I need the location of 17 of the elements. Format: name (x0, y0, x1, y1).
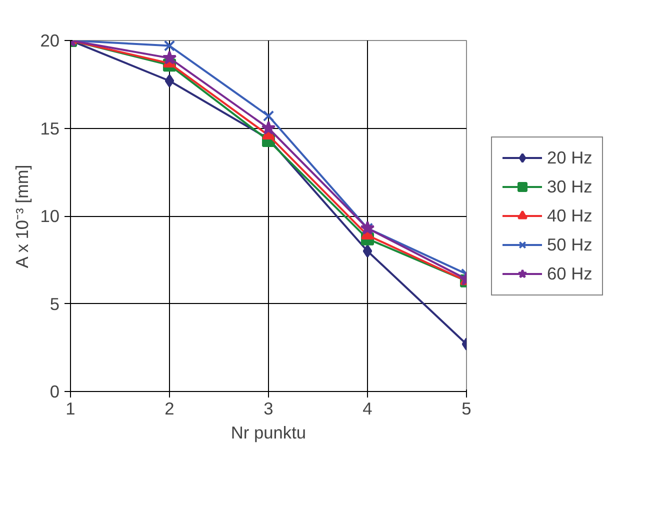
x-tick-label: 4 (362, 398, 373, 418)
y-tick-label: 5 (50, 294, 60, 314)
x-tick-label: 5 (462, 398, 472, 418)
x-axis-title: Nr punktu (230, 422, 306, 442)
legend-label: 20 Hz (547, 147, 592, 168)
legend-label: 40 Hz (547, 205, 592, 226)
legend-label: 60 Hz (547, 263, 592, 284)
x-tick-label: 2 (164, 398, 174, 418)
y-tick-label: 20 (40, 30, 60, 50)
legend-label: 50 Hz (547, 234, 592, 255)
y-axis-title: A x 10⁻³ [mm] (12, 164, 32, 268)
x-tick-label: 3 (264, 398, 274, 418)
y-tick-label: 15 (40, 118, 60, 138)
legend-label: 30 Hz (547, 176, 592, 197)
y-tick-label: 0 (50, 382, 60, 402)
y-tick-label: 10 (40, 206, 60, 226)
x-tick-label: 1 (66, 398, 76, 418)
